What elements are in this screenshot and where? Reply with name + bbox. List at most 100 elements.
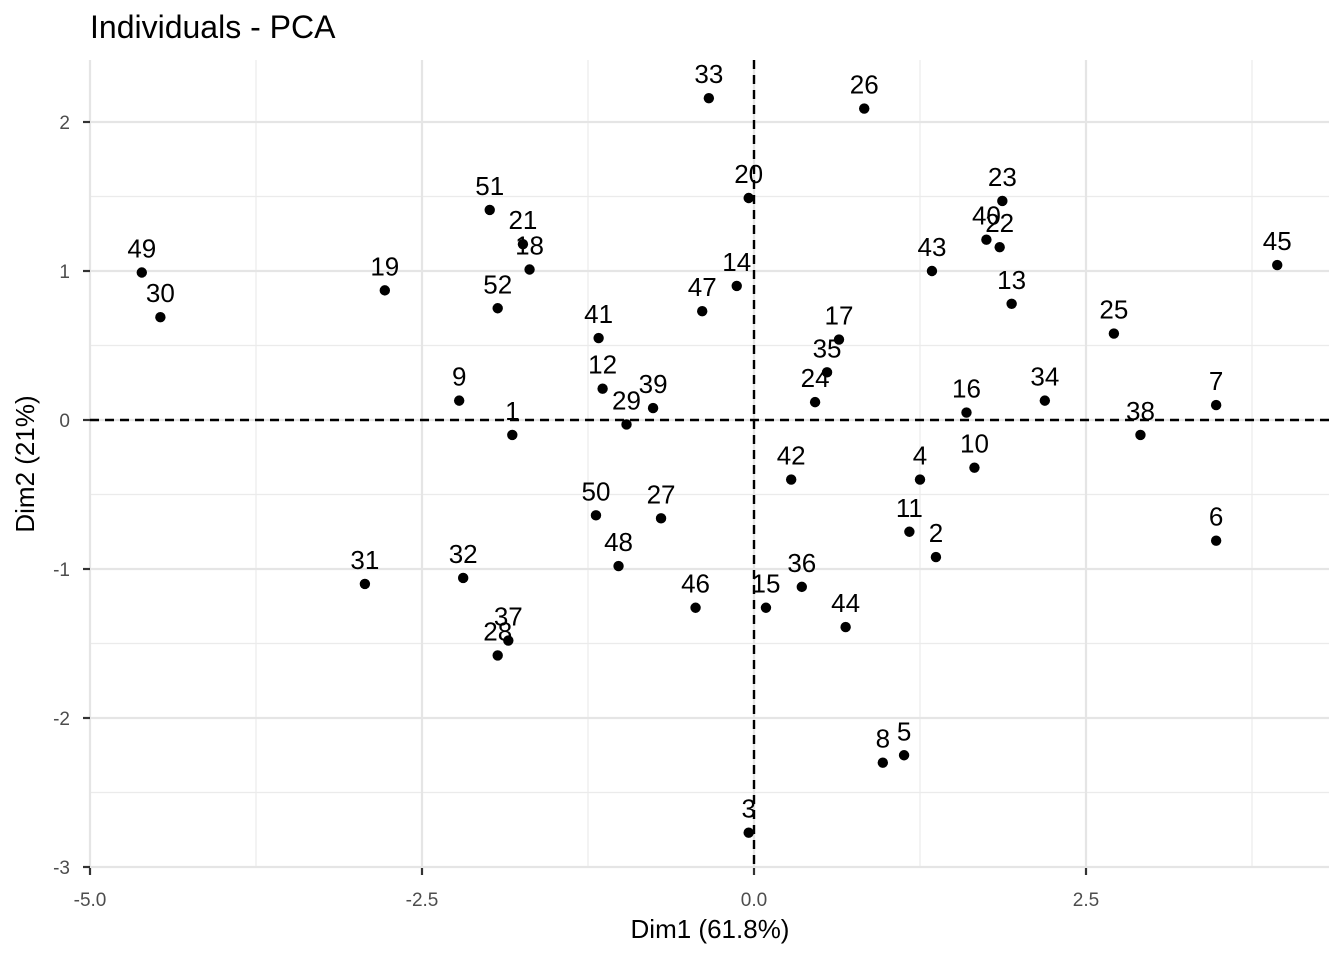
data-point — [961, 407, 972, 418]
point-label: 21 — [508, 205, 537, 235]
point-label: 25 — [1099, 295, 1128, 325]
point-label: 30 — [146, 278, 175, 308]
point-label: 33 — [694, 59, 723, 89]
data-point — [697, 306, 708, 317]
point-label: 6 — [1209, 502, 1223, 532]
point-label: 19 — [370, 251, 399, 281]
point-label: 44 — [831, 588, 860, 618]
data-point — [785, 474, 797, 485]
data-point — [517, 238, 529, 250]
data-point — [981, 234, 992, 245]
data-point — [136, 267, 147, 278]
point-label: 35 — [813, 333, 842, 363]
data-point — [647, 402, 659, 414]
data-point — [1006, 298, 1017, 309]
data-point — [833, 334, 845, 345]
point-label: 52 — [483, 269, 512, 299]
point-label: 29 — [612, 385, 641, 415]
point-label: 34 — [1030, 362, 1059, 392]
point-label: 3 — [741, 794, 755, 824]
point-label: 51 — [475, 171, 504, 201]
point-label: 1 — [505, 396, 519, 426]
point-label: 39 — [639, 369, 668, 399]
point-label: 22 — [985, 208, 1014, 238]
point-label: 28 — [483, 616, 512, 646]
data-point — [492, 303, 503, 314]
data-point — [877, 757, 889, 768]
point-label: 26 — [850, 70, 879, 100]
point-label: 13 — [997, 265, 1026, 295]
data-point — [898, 750, 910, 761]
point-label: 15 — [751, 569, 780, 599]
point-label: 31 — [350, 545, 379, 575]
point-label: 2 — [929, 518, 943, 548]
point-label: 27 — [647, 479, 676, 509]
point-label: 16 — [952, 374, 981, 404]
data-point — [743, 192, 754, 204]
point-label: 48 — [604, 527, 633, 557]
data-point — [492, 650, 503, 661]
y-tick-label: -1 — [53, 560, 70, 581]
data-point — [1210, 399, 1222, 411]
data-point — [613, 560, 624, 572]
x-tick-label: -5.0 — [74, 890, 107, 911]
data-point — [997, 195, 1008, 207]
y-axis: 2 1 0 -1 -2 -3 — [53, 113, 90, 879]
y-tick-label: 1 — [59, 262, 70, 283]
chart-title: Individuals - PCA — [90, 9, 336, 45]
point-label: 43 — [917, 232, 946, 262]
point-label: 40 — [972, 201, 1001, 231]
point-label: 8 — [876, 724, 890, 754]
data-point — [597, 383, 608, 394]
point-label: 12 — [588, 350, 617, 380]
data-point — [655, 513, 667, 524]
point-label: 46 — [681, 569, 710, 599]
point-label: 47 — [688, 272, 717, 302]
data-point — [1108, 328, 1120, 339]
x-axis: -5.0 -2.5 0.0 2.5 — [74, 868, 1099, 911]
data-points — [136, 92, 1283, 838]
data-point — [1039, 395, 1051, 406]
data-point — [760, 602, 772, 613]
data-point — [731, 280, 742, 292]
data-point — [503, 635, 514, 646]
data-point — [359, 578, 371, 590]
data-point — [969, 462, 980, 473]
point-label: 4 — [913, 441, 927, 471]
data-point — [621, 419, 632, 430]
data-point — [926, 265, 938, 277]
major-gridlines — [88, 60, 1329, 869]
x-tick-label: 0.0 — [741, 890, 767, 911]
y-tick-label: -2 — [53, 709, 70, 730]
data-point — [1210, 535, 1222, 546]
point-label: 18 — [515, 231, 544, 261]
data-point — [690, 602, 701, 613]
data-point — [484, 204, 495, 216]
x-tick-label: 2.5 — [1073, 890, 1099, 911]
data-point — [914, 474, 926, 485]
data-point — [994, 241, 1005, 253]
point-label: 24 — [801, 363, 830, 393]
point-label: 23 — [988, 162, 1017, 192]
point-label: 37 — [494, 602, 523, 632]
data-point — [590, 510, 602, 521]
data-point — [457, 572, 469, 584]
reference-lines — [90, 60, 1329, 868]
minor-gridlines — [90, 60, 1329, 868]
point-label: 20 — [734, 159, 763, 189]
data-point — [379, 285, 391, 296]
data-point — [930, 551, 942, 563]
y-tick-label: 0 — [59, 411, 70, 432]
data-point — [840, 621, 851, 633]
x-axis-title: Dim1 (61.8%) — [631, 914, 790, 944]
data-point — [859, 103, 870, 114]
data-point — [703, 92, 715, 104]
point-label: 32 — [449, 539, 478, 569]
point-label: 7 — [1209, 366, 1223, 396]
point-label: 14 — [722, 247, 751, 277]
point-label: 11 — [896, 493, 923, 523]
data-point — [507, 429, 518, 441]
point-label: 50 — [582, 476, 611, 506]
point-label: 41 — [584, 299, 613, 329]
